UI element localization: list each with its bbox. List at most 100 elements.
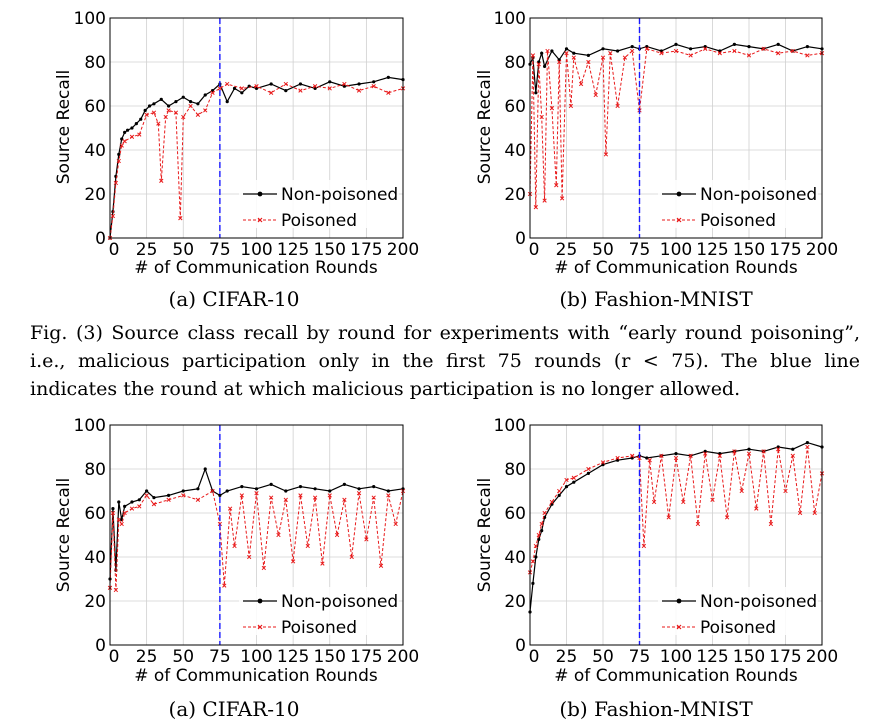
data-point [276, 532, 281, 538]
y-tick-label: 20 [504, 592, 526, 612]
data-point [549, 106, 555, 111]
data-point [747, 45, 751, 49]
data-point [268, 495, 274, 500]
data-point [695, 521, 701, 527]
data-point [357, 82, 361, 86]
x-tick-label: 150 [733, 240, 765, 260]
y-tick-label: 80 [504, 53, 526, 73]
x-tick-label: 0 [529, 240, 540, 260]
series-poisoned [527, 444, 825, 575]
data-point [305, 543, 310, 549]
data-point [217, 86, 223, 91]
data-point [543, 64, 547, 68]
non-poisoned-line [529, 43, 823, 93]
data-point [298, 493, 303, 498]
y-tick-label: 60 [504, 504, 526, 524]
data-point [210, 90, 215, 95]
y-tick-label: 40 [84, 141, 106, 161]
data-point [732, 449, 737, 454]
x-tick-label: 125 [696, 240, 728, 260]
data-point [327, 86, 332, 91]
data-point [113, 587, 119, 593]
data-point [268, 90, 274, 95]
x-axis-label: # of Communication Rounds [134, 666, 378, 686]
data-point [790, 48, 795, 54]
data-point [797, 510, 803, 516]
y-tick-label: 80 [84, 460, 106, 480]
data-point [328, 489, 332, 493]
x-tick-label: 150 [314, 240, 346, 260]
data-point [283, 81, 288, 87]
data-point [313, 487, 317, 491]
data-point [240, 91, 244, 95]
data-point [113, 180, 119, 186]
data-point [674, 42, 678, 47]
data-point [123, 504, 127, 508]
data-point [572, 51, 576, 55]
x-tick-label: 100 [660, 240, 692, 260]
data-point [673, 48, 679, 54]
chart-fashion-mnist-early: Source Recall # of Communication Rounds … [475, 9, 838, 311]
y-tick-label: 100 [74, 9, 106, 29]
data-point [356, 491, 362, 496]
data-point [334, 532, 340, 538]
x-tick-label: 175 [350, 240, 382, 260]
data-point [110, 510, 116, 516]
y-tick-label: 0 [515, 636, 526, 656]
y-axis-label: Source Recall [475, 478, 495, 593]
data-point [357, 487, 361, 491]
data-point [776, 447, 781, 452]
data-point [372, 80, 376, 84]
data-point [559, 196, 565, 201]
figure-caption: Fig. (3) Source class recall by round fo… [30, 322, 860, 400]
data-point [225, 489, 229, 493]
data-point [659, 51, 664, 56]
data-point [659, 453, 664, 458]
data-point [225, 100, 229, 104]
data-point [130, 126, 134, 130]
data-point [542, 510, 547, 516]
data-point [688, 453, 693, 458]
y-tick-label: 0 [95, 636, 106, 656]
data-point [586, 59, 591, 65]
data-point [356, 88, 362, 93]
data-point [564, 485, 569, 489]
data-point [630, 45, 634, 49]
data-point [163, 114, 168, 120]
plot-frame [109, 17, 404, 239]
x-tick-label: 100 [240, 240, 272, 260]
data-point [130, 500, 134, 504]
subcaption: (a) CIFAR-10 [169, 287, 300, 311]
data-point [761, 449, 766, 454]
x-tick-label: 200 [806, 240, 838, 260]
data-point [111, 507, 115, 511]
data-point [783, 488, 788, 494]
data-point [534, 91, 538, 95]
data-point [747, 447, 751, 451]
data-point [284, 89, 288, 93]
legend-label: Poisoned [281, 211, 357, 231]
data-point [549, 499, 555, 505]
x-tick-label: 200 [806, 647, 838, 667]
data-point [673, 455, 679, 461]
x-tick-label: 50 [172, 240, 194, 260]
data-point [688, 53, 693, 58]
data-point [537, 537, 541, 542]
series-poisoned [107, 488, 406, 593]
data-point [545, 48, 550, 54]
data-point [254, 491, 259, 496]
legend-marker [676, 191, 682, 197]
data-point [732, 42, 737, 47]
data-point [129, 506, 135, 511]
data-point [203, 93, 207, 97]
data-point [603, 152, 609, 157]
x-tick-label: 175 [350, 647, 382, 667]
data-point [152, 102, 156, 106]
legend-marker [676, 217, 682, 223]
data-point [564, 51, 569, 56]
x-tick-label: 50 [592, 240, 614, 260]
data-point [298, 88, 303, 93]
legend-label: Non-poisoned [281, 592, 398, 612]
data-point [145, 489, 149, 493]
data-point [139, 117, 143, 121]
